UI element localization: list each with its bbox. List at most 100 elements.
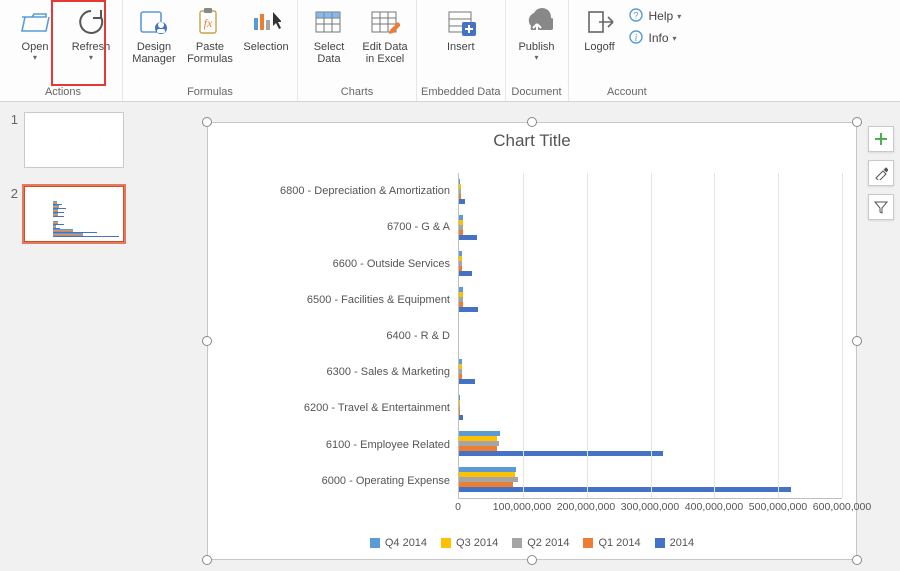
chart-legend: Q4 2014 Q3 2014 Q2 2014 Q1 2014 2014 — [208, 533, 856, 553]
gridline — [842, 173, 843, 498]
ribbon-group-document: Publish▾ Document — [506, 0, 569, 101]
resize-handle[interactable] — [202, 117, 212, 127]
bar[interactable] — [459, 415, 463, 420]
help-link[interactable]: ? Help▾ — [629, 8, 682, 24]
legend-item[interactable]: Q1 2014 — [583, 537, 640, 549]
resize-handle[interactable] — [852, 117, 862, 127]
category-label: 6700 - G & A — [216, 209, 456, 245]
resize-handle[interactable] — [852, 555, 862, 565]
slide-panel: 1······························ 2 — [0, 102, 155, 571]
gridline — [714, 173, 715, 498]
paste-icon: fx — [194, 6, 226, 38]
insert-button[interactable]: Insert — [434, 2, 488, 56]
legend-item[interactable]: Q4 2014 — [370, 537, 427, 549]
ribbon-group-formulas: Design Manager fx Paste Formulas Selectio… — [123, 0, 298, 101]
slide-number: 2 — [6, 186, 18, 201]
bar[interactable] — [459, 379, 475, 384]
ribbon-group-label: Document — [511, 83, 561, 101]
legend-swatch — [583, 538, 593, 548]
ribbon-button-label: Insert — [447, 41, 475, 53]
chart-filter-button[interactable] — [868, 194, 894, 220]
refresh-button[interactable]: Refresh▾ — [64, 2, 118, 66]
ribbon-group-label: Embedded Data — [421, 83, 501, 101]
bar[interactable] — [459, 487, 791, 492]
ribbon-group-label: Charts — [341, 83, 373, 101]
dropdown-caret-icon: ▾ — [33, 54, 37, 63]
legend-item[interactable]: 2014 — [655, 537, 694, 549]
resize-handle[interactable] — [527, 555, 537, 565]
x-axis-labels: 0100,000,000200,000,000300,000,000400,00… — [458, 501, 842, 519]
bar[interactable] — [459, 307, 478, 312]
resize-handle[interactable] — [202, 336, 212, 346]
dropdown-caret-icon: ▾ — [673, 34, 677, 43]
bar[interactable] — [459, 271, 472, 276]
dropdown-caret-icon: ▾ — [534, 54, 538, 63]
ribbon: Open▾ Refresh▾Actions Design Manager fx P… — [0, 0, 900, 102]
resize-handle[interactable] — [852, 336, 862, 346]
ribbon-group-label: Account — [607, 83, 647, 101]
legend-label: 2014 — [670, 537, 694, 549]
chart-title[interactable]: Chart Title — [208, 123, 856, 155]
bar[interactable] — [459, 451, 663, 456]
slide-thumbnail[interactable]: ······························ — [24, 112, 124, 168]
x-tick-label: 400,000,000 — [685, 501, 743, 513]
insert-icon — [445, 6, 477, 38]
ribbon-button-label: Refresh — [72, 41, 111, 53]
link-label: Help — [649, 9, 674, 23]
x-tick-label: 0 — [455, 501, 461, 513]
selection-button[interactable]: Selection — [239, 2, 293, 56]
chart-style-button[interactable] — [868, 160, 894, 186]
chart-object[interactable]: Chart Title 6800 - Depreciation & Amorti… — [207, 122, 857, 560]
legend-label: Q4 2014 — [385, 537, 427, 549]
ribbon-group-label: Formulas — [187, 83, 233, 101]
legend-item[interactable]: Q2 2014 — [512, 537, 569, 549]
svg-text:i: i — [634, 33, 637, 44]
help-icon: ? — [629, 8, 645, 24]
info-icon: i — [629, 30, 645, 46]
ribbon-button-label: Edit Data in Excel — [362, 41, 407, 65]
legend-label: Q3 2014 — [456, 537, 498, 549]
ribbon-button-label: Publish — [518, 41, 554, 53]
category-label: 6800 - Depreciation & Amortization — [216, 173, 456, 209]
chart-element-add-button[interactable] — [868, 126, 894, 152]
editdata-button[interactable]: Edit Data in Excel — [358, 2, 412, 68]
x-tick-label: 500,000,000 — [749, 501, 807, 513]
ribbon-button-label: Logoff — [584, 41, 614, 53]
gridline — [778, 173, 779, 498]
selectdata-button[interactable]: Select Data — [302, 2, 356, 68]
legend-swatch — [370, 538, 380, 548]
link-label: Info — [649, 31, 669, 45]
ribbon-group-embedded-data: Insert Embedded Data — [417, 0, 506, 101]
selection-icon — [250, 6, 282, 38]
dropdown-caret-icon: ▾ — [89, 54, 93, 63]
x-tick-label: 300,000,000 — [621, 501, 679, 513]
category-label: 6100 - Employee Related — [216, 427, 456, 463]
svg-text:?: ? — [633, 11, 638, 21]
paste-button[interactable]: fx Paste Formulas — [183, 2, 237, 68]
gridline — [587, 173, 588, 498]
design-icon — [138, 6, 170, 38]
gridline — [523, 173, 524, 498]
bar[interactable] — [459, 199, 465, 204]
ribbon-group-account: Logoff?Help▾iInfo▾Account — [569, 0, 686, 101]
bar[interactable] — [459, 235, 477, 240]
category-label: 6600 - Outside Services — [216, 245, 456, 281]
open-button[interactable]: Open▾ — [8, 2, 62, 66]
legend-item[interactable]: Q3 2014 — [441, 537, 498, 549]
publish-button[interactable]: Publish▾ — [510, 2, 564, 66]
slide-thumbnail-row[interactable]: 2 — [6, 186, 149, 242]
design-button[interactable]: Design Manager — [127, 2, 181, 68]
info-link[interactable]: i Info ▾ — [629, 30, 682, 46]
logoff-button[interactable]: Logoff — [573, 2, 627, 56]
gridline — [651, 173, 652, 498]
slide-thumbnail-row[interactable]: 1······························ — [6, 112, 149, 168]
resize-handle[interactable] — [527, 117, 537, 127]
resize-handle[interactable] — [202, 555, 212, 565]
ribbon-button-label: Open — [22, 41, 49, 53]
dropdown-caret-icon: ▾ — [677, 12, 681, 21]
slide-thumbnail[interactable] — [24, 186, 124, 242]
svg-text:fx: fx — [204, 16, 213, 30]
ribbon-button-label: Design Manager — [132, 41, 175, 65]
ribbon-group-actions: Open▾ Refresh▾Actions — [4, 0, 123, 101]
chart-flyout-buttons — [868, 126, 894, 220]
